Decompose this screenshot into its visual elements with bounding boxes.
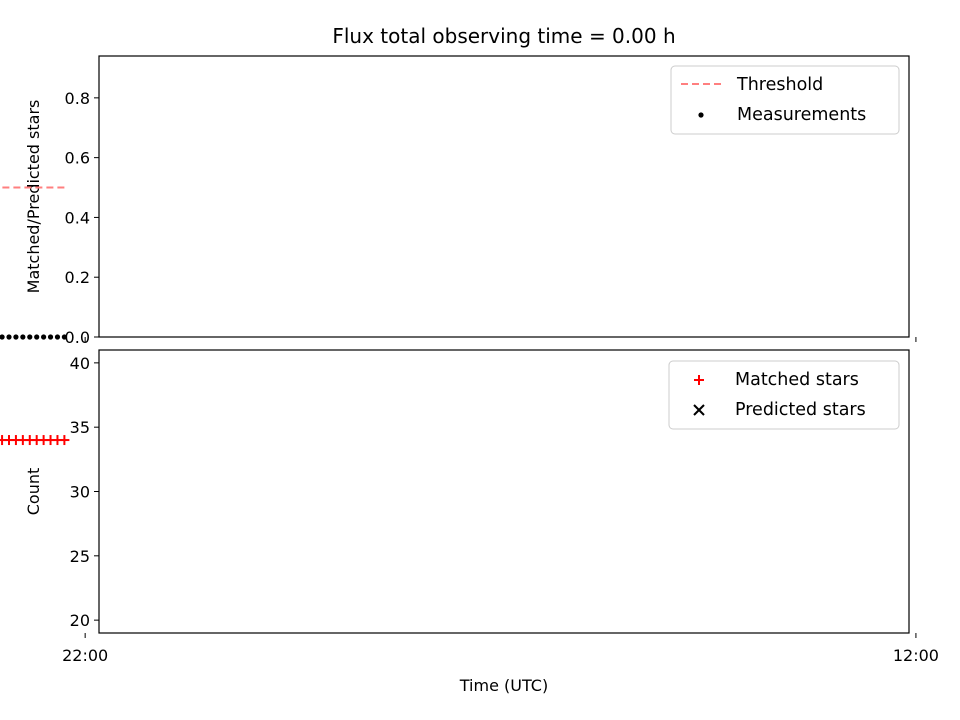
matched-star-marker <box>0 435 8 446</box>
y-axis-label-ratio: Matched/Predicted stars <box>24 100 43 294</box>
legend-predicted-stroke-b <box>693 404 705 416</box>
y-axis-label-count: Count <box>24 468 43 516</box>
y-tick-label-ratio: 0.6 <box>65 149 90 168</box>
y-tick-label-count: 40 <box>70 354 90 373</box>
legend-matched-label: Matched stars <box>735 370 859 390</box>
measurement-point <box>27 334 33 340</box>
measurement-point <box>0 334 5 340</box>
axes-frame-bottom <box>98 349 910 634</box>
legend-threshold-label: Threshold <box>736 75 823 95</box>
y-tick-label-count: 30 <box>70 483 90 502</box>
measurement-point <box>6 334 12 340</box>
measurement-point <box>34 334 40 340</box>
measurement-point <box>41 334 47 340</box>
legend-predicted-label: Predicted stars <box>735 400 866 420</box>
measurement-point <box>20 334 26 340</box>
y-tick-label-ratio: 0.0 <box>65 328 90 347</box>
measurement-point <box>54 334 61 340</box>
axes-frame-top <box>98 55 910 338</box>
y-tick-label-ratio: 0.4 <box>65 208 90 227</box>
x-axis-label: Time (UTC) <box>459 676 548 695</box>
legend-measurements-swatch <box>698 112 704 118</box>
y-tick-label-ratio: 0.8 <box>65 89 90 108</box>
y-tick-label-count: 25 <box>70 547 90 566</box>
legend-box-bottom <box>668 360 900 430</box>
legend-box-top <box>670 65 900 135</box>
y-tick-label-count: 20 <box>70 611 90 630</box>
x-tick-label: 22:00 <box>62 646 108 665</box>
y-tick-label-count: 35 <box>70 418 90 437</box>
measurement-point <box>13 334 19 340</box>
legend-predicted-swatch <box>693 404 705 416</box>
x-tick-label: 12:00 <box>893 646 939 665</box>
measurement-point <box>47 334 54 340</box>
chart-title: Flux total observing time = 0.00 h <box>332 24 675 48</box>
y-tick-label-ratio: 0.2 <box>65 268 90 287</box>
measurement-point <box>61 334 67 340</box>
legend-measurements-label: Measurements <box>737 105 866 125</box>
legend-matched-swatch <box>694 375 704 385</box>
